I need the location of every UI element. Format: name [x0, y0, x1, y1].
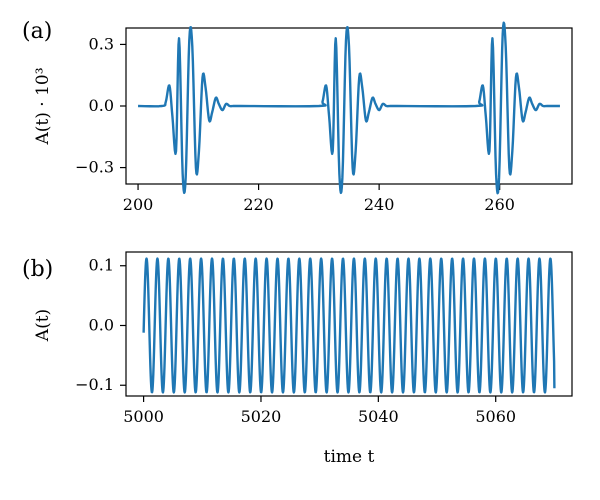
panel-a-y-tick-label: 0.3: [89, 34, 114, 53]
panel-a-x-tick-label: 260: [484, 195, 515, 214]
panel-b-label: (b): [22, 257, 53, 282]
panel-b-y-tick-label: 0.0: [89, 315, 114, 334]
panel-a-x-tick-label: 240: [364, 195, 395, 214]
panel-a-y-axis-label: A(t) · 10³: [33, 67, 53, 145]
panel-a-series-line: [138, 21, 561, 195]
panel-b-x-axis-label: time t: [324, 447, 375, 467]
panel-b-y-tick-label: −0.1: [75, 375, 114, 394]
panel-b-x-tick-label: 5060: [475, 407, 516, 426]
panel-b-y-tick-label: 0.1: [89, 256, 114, 275]
panel-a-x-tick-label: 200: [123, 195, 154, 214]
panel-b-series-line: [142, 257, 556, 394]
panel-b-x-tick-label: 5020: [241, 407, 282, 426]
panel-a-ticks: 200 220 240 260 0.3 0.0 −0.3: [75, 34, 515, 214]
panel-a: (a) A(t) · 10³ 200 220 240 260 0.3 0.0 −0.3: [22, 19, 573, 214]
panel-a-x-tick-label: 220: [243, 195, 274, 214]
panel-a-y-tick-label: −0.3: [75, 158, 114, 177]
panel-b-ticks: 5000 5020 5040 5060 0.1 0.0 −0.1: [75, 256, 516, 426]
panel-a-y-tick-label: 0.0: [89, 96, 114, 115]
panel-b-x-tick-label: 5000: [123, 407, 164, 426]
panel-a-label: (a): [22, 19, 52, 44]
panel-b: (b) A(t) time t 5000 5020 5040 5060 0.1 0.0 −0…: [22, 251, 573, 467]
panel-b-frame: [125, 251, 573, 397]
panel-b-y-axis-label: A(t): [33, 309, 53, 342]
panel-b-x-tick-label: 5040: [358, 407, 399, 426]
